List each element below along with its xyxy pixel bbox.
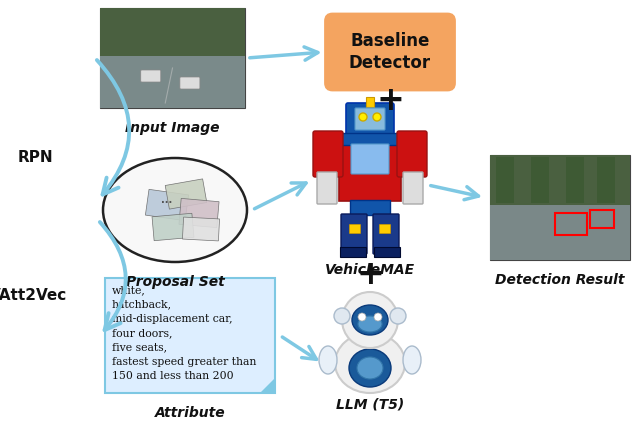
Text: white,
hatchback,
mid-displacement car,
four doors,
five seats,
fastest speed gr: white, hatchback, mid-displacement car, …: [112, 285, 257, 381]
FancyBboxPatch shape: [338, 133, 402, 145]
FancyBboxPatch shape: [531, 157, 549, 203]
FancyBboxPatch shape: [496, 157, 514, 203]
Ellipse shape: [352, 305, 388, 335]
FancyBboxPatch shape: [366, 97, 374, 107]
FancyBboxPatch shape: [490, 206, 630, 260]
FancyBboxPatch shape: [403, 172, 423, 204]
Text: Detection Result: Detection Result: [495, 273, 625, 287]
FancyBboxPatch shape: [141, 70, 161, 82]
Ellipse shape: [349, 349, 391, 387]
Text: VAtt2Vec: VAtt2Vec: [0, 287, 67, 303]
Ellipse shape: [357, 357, 383, 379]
Text: VehicleMAE: VehicleMAE: [325, 263, 415, 277]
FancyBboxPatch shape: [326, 14, 454, 90]
Circle shape: [334, 308, 350, 324]
FancyBboxPatch shape: [182, 217, 220, 241]
FancyBboxPatch shape: [145, 189, 189, 221]
FancyBboxPatch shape: [350, 200, 390, 215]
Circle shape: [342, 292, 398, 348]
FancyBboxPatch shape: [341, 214, 367, 254]
FancyBboxPatch shape: [374, 247, 400, 257]
FancyBboxPatch shape: [596, 157, 615, 203]
FancyBboxPatch shape: [349, 225, 360, 233]
FancyBboxPatch shape: [105, 278, 275, 393]
FancyBboxPatch shape: [179, 198, 219, 227]
Circle shape: [374, 313, 382, 321]
FancyBboxPatch shape: [152, 213, 194, 241]
FancyBboxPatch shape: [380, 225, 390, 233]
Text: +: +: [376, 84, 404, 117]
Circle shape: [358, 313, 366, 321]
Polygon shape: [261, 379, 275, 393]
Text: +: +: [356, 259, 384, 292]
Ellipse shape: [103, 158, 247, 262]
FancyBboxPatch shape: [355, 108, 385, 130]
Text: Proposal Set: Proposal Set: [125, 275, 225, 289]
FancyBboxPatch shape: [180, 77, 200, 89]
FancyBboxPatch shape: [165, 179, 207, 209]
Text: ...: ...: [161, 195, 173, 205]
FancyBboxPatch shape: [566, 157, 584, 203]
FancyBboxPatch shape: [100, 8, 245, 108]
FancyBboxPatch shape: [346, 103, 394, 137]
FancyBboxPatch shape: [317, 172, 337, 204]
FancyBboxPatch shape: [373, 214, 399, 254]
Ellipse shape: [319, 346, 337, 374]
Circle shape: [359, 113, 367, 121]
Text: RPN: RPN: [17, 151, 53, 165]
Ellipse shape: [403, 346, 421, 374]
Text: Input Image: Input Image: [125, 121, 220, 135]
FancyBboxPatch shape: [339, 134, 401, 201]
Text: LLM (T5): LLM (T5): [336, 398, 404, 412]
FancyBboxPatch shape: [397, 131, 427, 177]
FancyBboxPatch shape: [351, 144, 389, 174]
FancyBboxPatch shape: [340, 247, 366, 257]
FancyBboxPatch shape: [490, 155, 630, 206]
Circle shape: [390, 308, 406, 324]
FancyBboxPatch shape: [313, 131, 343, 177]
Text: Baseline
Detector: Baseline Detector: [349, 32, 431, 72]
Ellipse shape: [358, 316, 382, 332]
FancyBboxPatch shape: [100, 56, 245, 108]
FancyBboxPatch shape: [100, 8, 245, 56]
FancyBboxPatch shape: [490, 155, 630, 260]
Ellipse shape: [335, 333, 405, 393]
Circle shape: [373, 113, 381, 121]
Text: Attribute: Attribute: [155, 406, 225, 420]
